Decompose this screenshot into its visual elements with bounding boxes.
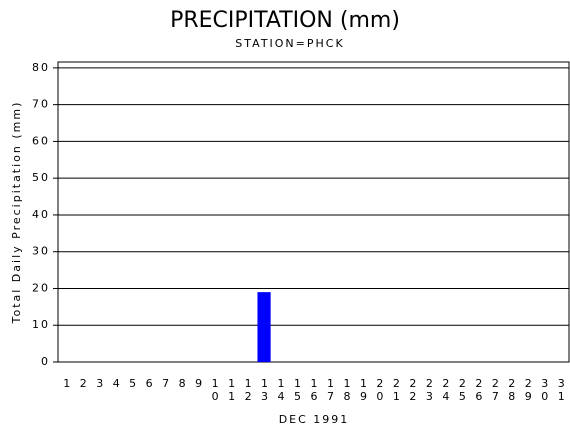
bar xyxy=(257,292,271,362)
x-axis-label: DEC 1991 xyxy=(279,413,350,426)
x-tick-label: 22 xyxy=(406,377,419,403)
y-tick-label: 10 xyxy=(32,318,50,331)
x-tick-label: 10 xyxy=(209,377,222,403)
x-tick-label: 27 xyxy=(489,377,502,403)
x-tick-label: 6 xyxy=(143,377,156,390)
x-tick-label: 21 xyxy=(390,377,403,403)
x-tick-label: 13 xyxy=(258,377,271,403)
x-tick-label: 30 xyxy=(538,377,551,403)
y-tick-label: 60 xyxy=(32,134,50,147)
chart-subtitle: STATION=PHCK xyxy=(235,37,344,50)
x-tick-label: 15 xyxy=(291,377,304,403)
x-tick-label: 29 xyxy=(522,377,535,403)
x-tick-label: 20 xyxy=(373,377,386,403)
x-tick-label: 31 xyxy=(555,377,568,403)
x-tick-label: 11 xyxy=(225,377,238,403)
x-tick-label: 26 xyxy=(472,377,485,403)
x-tick-label: 17 xyxy=(324,377,337,403)
y-axis-label: Total Daily Precipitation (mm) xyxy=(10,101,23,325)
plot-frame xyxy=(57,61,570,363)
x-tick-label: 8 xyxy=(176,377,189,390)
chart-title: PRECIPITATION (mm) xyxy=(170,8,400,33)
y-tick-label: 30 xyxy=(32,245,50,258)
x-tick-label: 12 xyxy=(242,377,255,403)
x-tick-label: 3 xyxy=(93,377,106,390)
x-tick-label: 16 xyxy=(308,377,321,403)
x-tick-label: 9 xyxy=(192,377,205,390)
x-tick-label: 1 xyxy=(60,377,73,390)
x-tick-label: 23 xyxy=(423,377,436,403)
x-tick-label: 14 xyxy=(275,377,288,403)
x-tick-label: 28 xyxy=(505,377,518,403)
y-tick-label: 70 xyxy=(32,98,50,111)
x-tick-label: 7 xyxy=(159,377,172,390)
x-tick-label: 4 xyxy=(110,377,123,390)
y-tick-label: 50 xyxy=(32,171,50,184)
x-tick-label: 5 xyxy=(126,377,139,390)
x-tick-label: 24 xyxy=(439,377,452,403)
x-tick-label: 19 xyxy=(357,377,370,403)
y-tick-label: 80 xyxy=(32,61,50,74)
y-tick-label: 20 xyxy=(32,281,50,294)
x-tick-label: 18 xyxy=(340,377,353,403)
y-tick-label: 40 xyxy=(32,208,50,221)
y-tick-label: 0 xyxy=(41,355,50,368)
x-tick-label: 25 xyxy=(456,377,469,403)
x-tick-label: 2 xyxy=(77,377,90,390)
